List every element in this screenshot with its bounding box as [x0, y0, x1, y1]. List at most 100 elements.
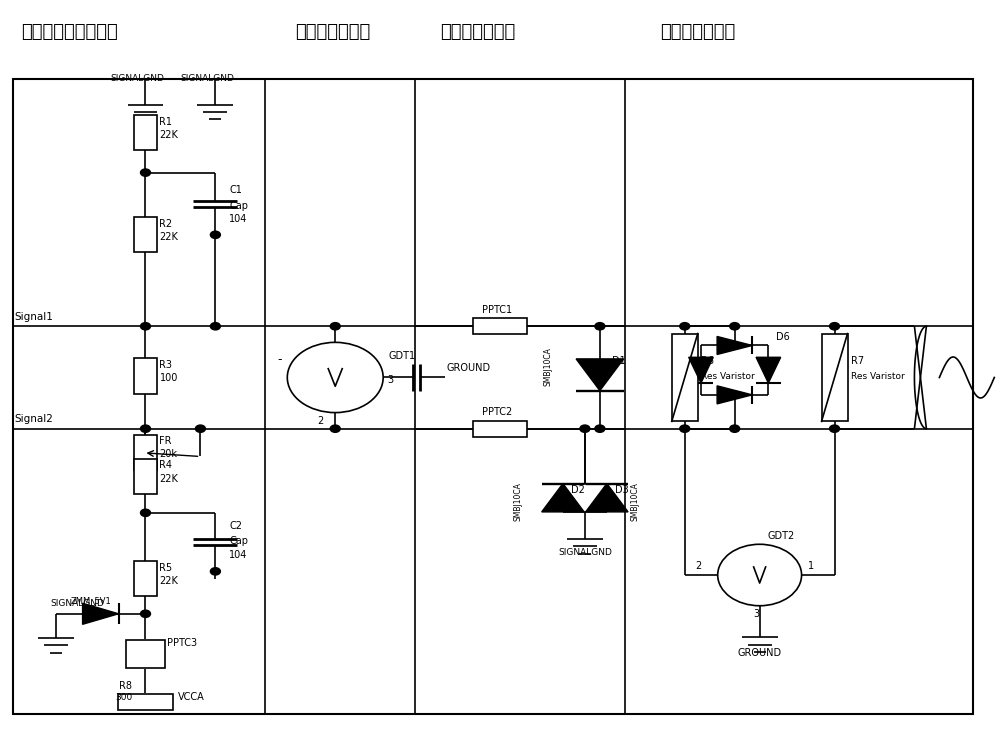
Text: Cap: Cap — [229, 537, 248, 547]
Text: D3: D3 — [615, 485, 629, 495]
Polygon shape — [576, 359, 624, 391]
Bar — [134, 115, 157, 150]
Text: Cap: Cap — [229, 201, 248, 210]
Text: GDT2: GDT2 — [768, 531, 795, 541]
Text: SIGNALGND: SIGNALGND — [558, 548, 612, 557]
Circle shape — [210, 323, 220, 330]
Circle shape — [140, 323, 150, 330]
Text: VCCA: VCCA — [177, 692, 204, 702]
Polygon shape — [83, 603, 119, 625]
Text: 3: 3 — [387, 375, 393, 385]
Text: 第二级防雷电路: 第二级防雷电路 — [440, 23, 515, 41]
Circle shape — [595, 425, 605, 432]
Circle shape — [210, 231, 220, 238]
Text: 22K: 22K — [159, 576, 178, 586]
Circle shape — [718, 545, 802, 605]
Circle shape — [680, 425, 690, 432]
Bar — [473, 421, 527, 437]
Text: C1: C1 — [229, 185, 242, 194]
Text: 300: 300 — [116, 693, 133, 702]
Text: GDT1: GDT1 — [388, 351, 415, 361]
Text: 104: 104 — [229, 550, 248, 559]
Bar — [118, 693, 173, 710]
Polygon shape — [586, 484, 628, 512]
Circle shape — [140, 610, 150, 617]
Circle shape — [140, 169, 150, 176]
Text: R7: R7 — [851, 356, 864, 366]
Text: R3: R3 — [159, 360, 172, 370]
Circle shape — [330, 425, 340, 432]
Text: -: - — [277, 353, 282, 366]
Text: 第一级防雷电路: 第一级防雷电路 — [295, 23, 371, 41]
Text: ZMM_5V1: ZMM_5V1 — [71, 596, 111, 605]
Text: 3: 3 — [754, 609, 760, 619]
Bar — [473, 318, 527, 334]
Circle shape — [730, 323, 740, 330]
Polygon shape — [717, 336, 752, 355]
Text: R6: R6 — [701, 356, 714, 366]
Bar — [134, 435, 157, 471]
Text: PPTC1: PPTC1 — [482, 304, 512, 314]
Text: 信号线直流偏置保护: 信号线直流偏置保护 — [21, 23, 117, 41]
Circle shape — [680, 323, 690, 330]
Circle shape — [287, 342, 383, 413]
Circle shape — [830, 323, 840, 330]
Text: GROUND: GROUND — [447, 363, 491, 373]
Circle shape — [595, 323, 605, 330]
Text: 20k: 20k — [159, 449, 177, 459]
Circle shape — [210, 567, 220, 575]
Text: D1: D1 — [612, 356, 626, 366]
Text: 2: 2 — [696, 561, 702, 571]
Text: D6: D6 — [776, 332, 790, 342]
Text: 2: 2 — [317, 416, 324, 426]
Text: 104: 104 — [229, 214, 248, 224]
Text: R1: R1 — [159, 117, 172, 127]
Bar — [672, 334, 698, 421]
Polygon shape — [717, 386, 752, 404]
Circle shape — [730, 425, 740, 432]
Bar — [13, 79, 973, 714]
Text: Signal1: Signal1 — [15, 312, 54, 322]
Text: GROUND: GROUND — [738, 649, 782, 658]
Text: PPTC3: PPTC3 — [167, 638, 198, 648]
Text: C2: C2 — [229, 521, 242, 531]
Bar — [134, 217, 157, 252]
Text: R2: R2 — [159, 219, 173, 229]
Bar — [134, 459, 157, 494]
Polygon shape — [542, 484, 584, 512]
Text: SIGNALGND: SIGNALGND — [51, 599, 104, 608]
Text: 1: 1 — [808, 561, 814, 571]
Text: R5: R5 — [159, 563, 173, 572]
Bar — [134, 561, 157, 596]
Text: 22K: 22K — [159, 232, 178, 242]
Circle shape — [140, 509, 150, 517]
Text: SMBJ10CA: SMBJ10CA — [513, 482, 522, 521]
Text: Signal2: Signal2 — [15, 414, 54, 424]
Bar — [126, 640, 165, 668]
Polygon shape — [689, 357, 713, 383]
Text: R8: R8 — [119, 682, 132, 691]
Text: 22K: 22K — [159, 130, 178, 140]
Text: SMBJ10CA: SMBJ10CA — [543, 347, 552, 386]
Circle shape — [730, 342, 740, 349]
Text: 第三级防雷电路: 第三级防雷电路 — [660, 23, 735, 41]
Text: PPTC2: PPTC2 — [482, 407, 512, 417]
Bar — [822, 334, 848, 421]
Text: SIGNALGND: SIGNALGND — [111, 73, 164, 83]
Circle shape — [195, 425, 205, 432]
Text: Res Varistor: Res Varistor — [701, 372, 754, 381]
Circle shape — [140, 425, 150, 432]
Text: 22K: 22K — [159, 474, 178, 484]
Circle shape — [730, 391, 740, 399]
Text: FR: FR — [159, 435, 172, 446]
Polygon shape — [756, 357, 781, 383]
Text: D2: D2 — [571, 485, 585, 495]
Text: SIGNALGND: SIGNALGND — [180, 73, 234, 83]
Text: SMBJ10CA: SMBJ10CA — [630, 482, 639, 521]
Circle shape — [580, 425, 590, 432]
Bar — [134, 358, 157, 394]
Text: 100: 100 — [159, 373, 178, 383]
Text: Res Varistor: Res Varistor — [851, 372, 904, 381]
Text: R4: R4 — [159, 460, 172, 471]
Circle shape — [330, 323, 340, 330]
